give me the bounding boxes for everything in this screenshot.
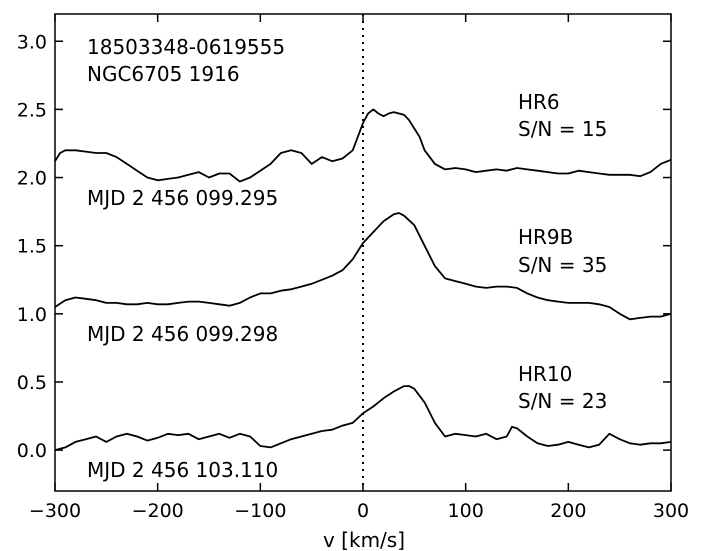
- snr-label-hr9b: S/N = 35: [518, 253, 607, 277]
- snr-label-hr6: S/N = 15: [518, 117, 607, 141]
- mjd-label-hr9b: MJD 2 456 099.298: [87, 322, 278, 346]
- y-tick-label: 0.0: [17, 440, 47, 462]
- series-line-hr6: [54, 108, 672, 183]
- series-line-hr9b: [54, 212, 672, 321]
- mjd-label-hr10: MJD 2 456 103.110: [87, 458, 278, 482]
- y-tick-label: 2.0: [17, 168, 47, 190]
- series-name-hr6: HR6: [518, 90, 560, 114]
- x-tick-label: 0: [357, 500, 369, 522]
- ticks-layer: −300 −200 −100 0 100 200 300 0.0 0.5 1.0 1.5 2.0 2.5…: [17, 14, 689, 522]
- x-tick-label: −200: [132, 500, 184, 522]
- x-tick-label: −300: [29, 500, 81, 522]
- x-tick-label: −100: [234, 500, 286, 522]
- snr-label-hr10: S/N = 23: [518, 389, 607, 413]
- x-tick-label: 300: [653, 500, 689, 522]
- x-tick-label: 100: [448, 500, 484, 522]
- mjd-label-hr6: MJD 2 456 099.295: [87, 186, 278, 210]
- star-id-label: 18503348-0619555: [87, 35, 285, 59]
- y-tick-label: 2.5: [17, 99, 47, 121]
- plot-area: −300 −200 −100 0 100 200 300 0.0 0.5 1.0 1.5 2.0 2.5…: [17, 13, 689, 522]
- x-axis-title: v [km/s]: [323, 528, 405, 551]
- x-tick-label: 200: [550, 500, 586, 522]
- cluster-id-label: NGC6705 1916: [87, 62, 240, 86]
- series-layer: [54, 108, 672, 451]
- y-tick-label: 0.5: [17, 372, 47, 394]
- series-line-hr10: [54, 385, 672, 451]
- y-tick-label: 1.5: [17, 236, 47, 258]
- series-name-hr10: HR10: [518, 362, 572, 386]
- series-name-hr9b: HR9B: [518, 225, 573, 249]
- y-tick-label: 1.0: [17, 304, 47, 326]
- y-tick-label: 3.0: [17, 31, 47, 53]
